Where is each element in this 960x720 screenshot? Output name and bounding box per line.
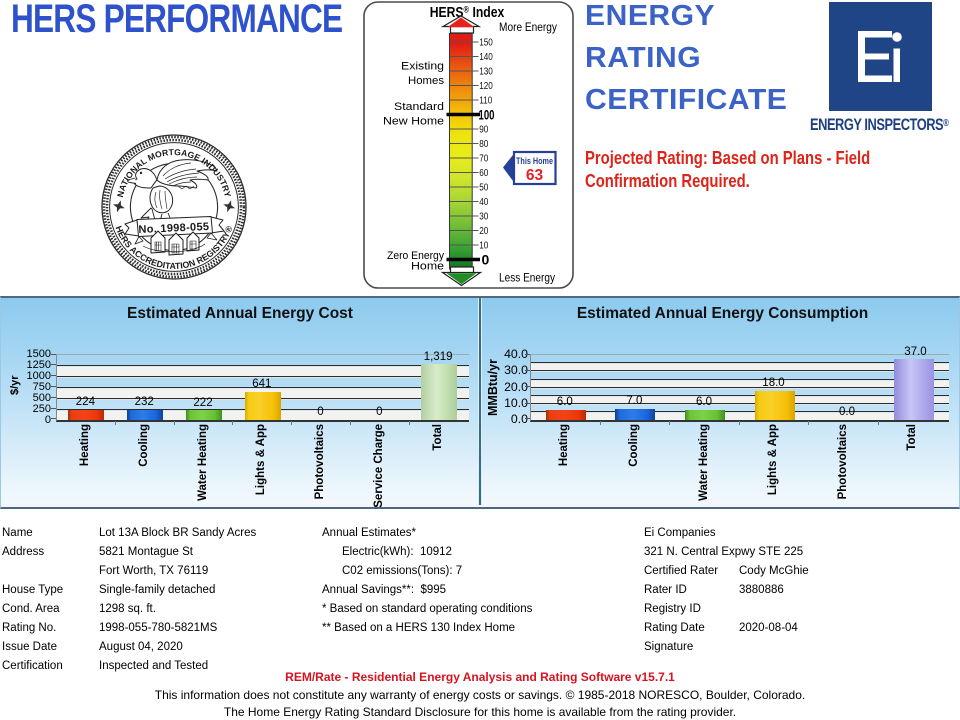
svg-text:HERS® Index: HERS® Index	[430, 4, 505, 20]
svg-text:20: 20	[479, 224, 488, 236]
svg-text:Home: Home	[411, 261, 444, 273]
svg-text:110: 110	[479, 93, 492, 105]
svg-text:80: 80	[479, 137, 488, 149]
svg-text:60: 60	[479, 166, 488, 178]
svg-text:40: 40	[479, 195, 488, 207]
svg-text:Less Energy: Less Energy	[499, 273, 555, 285]
svg-text:140: 140	[479, 50, 493, 62]
svg-text:100: 100	[479, 107, 495, 123]
svg-text:Zero Energy: Zero Energy	[387, 250, 444, 262]
svg-text:New Home: New Home	[383, 116, 444, 128]
svg-text:150: 150	[479, 35, 493, 47]
svg-text:120: 120	[479, 79, 493, 91]
svg-text:Homes: Homes	[408, 75, 445, 87]
svg-text:63: 63	[526, 167, 544, 184]
svg-text:30: 30	[479, 209, 488, 221]
svg-text:90: 90	[479, 122, 488, 134]
svg-text:130: 130	[479, 64, 493, 76]
svg-text:Existing: Existing	[401, 61, 444, 73]
svg-text:0: 0	[482, 252, 490, 268]
svg-text:This Home: This Home	[516, 156, 553, 167]
svg-text:Standard: Standard	[394, 101, 444, 113]
svg-text:70: 70	[479, 151, 488, 163]
svg-text:50: 50	[479, 180, 488, 192]
svg-text:More Energy: More Energy	[499, 22, 557, 34]
svg-text:10: 10	[479, 238, 488, 250]
